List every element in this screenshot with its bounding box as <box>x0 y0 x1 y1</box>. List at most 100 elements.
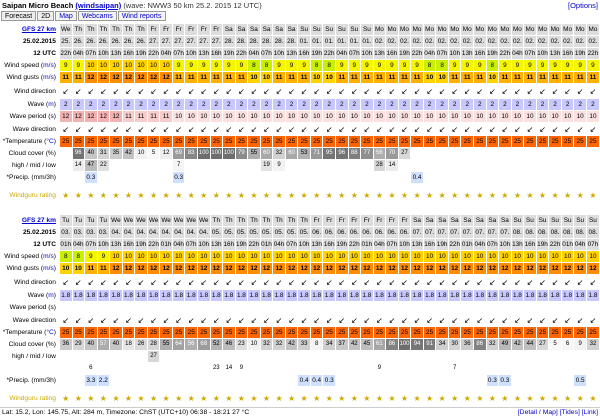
cloud-high-row-cell: 37 <box>335 338 349 351</box>
precip-row-cell <box>585 374 600 387</box>
wind-gusts-row-cell: 12 <box>498 262 512 275</box>
wave-row-cell: 1.8 <box>560 289 575 302</box>
tab-map[interactable]: Map <box>55 11 77 21</box>
cloud-mid-row-cell: 9 <box>272 159 286 172</box>
day-row-cell: Fr <box>171 23 186 36</box>
temperature-row-cell: 25 <box>372 326 387 339</box>
wave-row-cell: 1.8 <box>297 289 311 302</box>
wind-speed-row-cell: 9 <box>222 59 236 72</box>
wave-period-row-cell <box>146 301 161 314</box>
wave-direction-row-cell: ↙ <box>58 313 73 327</box>
footer-links[interactable]: [Detail / Map] [Tides] [Link] <box>517 409 598 416</box>
date-row-cell: 01. <box>297 35 311 48</box>
cloud-high-row-cell <box>498 147 512 160</box>
wave-direction-row-cell: ↙ <box>196 313 211 327</box>
precip-row-cell <box>234 171 249 184</box>
temperature-row-cell: 25 <box>109 326 123 339</box>
wave-row-cell: 1.8 <box>309 289 324 302</box>
cloud-mid-row-cell <box>146 159 161 172</box>
cloud-high-row-cell: 10 <box>247 338 261 351</box>
cloud-high-row-cell <box>523 147 537 160</box>
cloud-mid-row-cell <box>222 159 236 172</box>
wave-row-cell: 1.8 <box>360 289 374 302</box>
date-row-cell: 06. <box>309 226 324 239</box>
hour-row-cell: 04h <box>573 238 587 251</box>
temperature-row-cell: 25 <box>96 326 111 339</box>
wave-direction-row-label: Wave direction <box>0 122 60 136</box>
precip-row-cell <box>222 374 236 387</box>
day-row-cell: Su <box>573 214 587 227</box>
wave-period-row-cell: 10 <box>309 110 324 123</box>
wind-speed-row-cell: 9 <box>58 59 73 72</box>
cloud-high-row-cell: 36 <box>58 338 73 351</box>
wind-speed-row-cell: 10 <box>209 250 224 263</box>
cloud-low-row-cell <box>585 362 600 375</box>
cloud-low-row-cell <box>560 362 575 375</box>
wave-direction-row-cell: ↙ <box>560 313 575 327</box>
tab-2d[interactable]: 2D <box>37 11 55 21</box>
wind-direction-row-cell: ↙ <box>422 274 437 290</box>
wave-row-cell: 2 <box>159 98 173 111</box>
wind-speed-row-cell: 10 <box>510 250 525 263</box>
temperature-row-cell: 25 <box>385 326 399 339</box>
day-row-cell: Mo <box>560 23 575 36</box>
wind-gusts-row-cell: 11 <box>573 71 587 84</box>
wind-gusts-row-cell: 11 <box>272 71 286 84</box>
wave-period-row-cell <box>510 301 525 314</box>
precip-row-cell <box>585 171 600 184</box>
wind-gusts-row-cell: 11 <box>222 71 236 84</box>
temperature-row-cell: 25 <box>71 135 86 148</box>
date-row-cell: 06. <box>397 226 412 239</box>
hour-row-cell: 22h <box>498 47 512 60</box>
spot-id-link[interactable]: (windsaipan) <box>75 1 122 10</box>
wave-period-row-cell: 10 <box>234 110 249 123</box>
wave-direction-row-cell: ↙ <box>58 122 73 136</box>
cloud-high-row-cell: 88 <box>347 147 362 160</box>
tab-webcams[interactable]: Webcams <box>77 11 117 21</box>
wind-direction-row-cell: ↙ <box>84 83 98 99</box>
cloud-mid-row-cell <box>523 350 537 363</box>
wave-direction-row-cell: ↙ <box>435 122 449 136</box>
day-row-cell: We <box>171 214 186 227</box>
wind-gusts-row-cell: 12 <box>184 262 198 275</box>
temperature-row-cell: 25 <box>410 135 424 148</box>
cloud-high-row-cell: 35 <box>109 147 123 160</box>
wave-row-cell: 2 <box>560 98 575 111</box>
wave-row-cell: 1.8 <box>410 289 424 302</box>
wind-direction-row-cell: ↙ <box>247 274 261 290</box>
wave-direction-row-cell: ↙ <box>498 313 512 327</box>
cloud-mid-row-cell <box>184 159 198 172</box>
wave-row-cell: 2 <box>284 98 299 111</box>
tab-wind-reports[interactable]: Wind reports <box>117 11 166 21</box>
wave-direction-row-cell: ↙ <box>485 313 500 327</box>
temperature-row-cell: 25 <box>347 135 362 148</box>
cloud-low-row-cell: 23 <box>209 362 224 375</box>
precip-row-cell <box>372 171 387 184</box>
wind-direction-row-cell: ↙ <box>222 83 236 99</box>
wind-speed-row-cell: 10 <box>447 250 462 263</box>
precip-row-cell: 0.3 <box>322 374 336 387</box>
wave-period-row-cell: 10 <box>196 110 211 123</box>
wave-row-cell: 2 <box>109 98 123 111</box>
hour-row: 12 UTC 01h 04h 07h 10h 13h 16h 19h 22h 01h 04h 07h 1… <box>0 238 600 251</box>
wind-direction-row-cell: ↙ <box>71 274 86 290</box>
wind-gusts-row-cell: 11 <box>184 71 198 84</box>
wave-period-row-cell: 12 <box>84 110 98 123</box>
date-row-cell: 08. <box>548 226 562 239</box>
rating-row-cell: ★ <box>209 183 224 207</box>
wind-speed-row-cell: 10 <box>535 250 550 263</box>
wind-speed-row-cell: 9 <box>347 59 362 72</box>
precip-row-cell <box>573 171 587 184</box>
tab-forecast[interactable]: Forecast <box>1 11 37 21</box>
wave-row-cell: 1.8 <box>222 289 236 302</box>
wind-direction-row-cell: ↙ <box>184 83 198 99</box>
wind-speed-row-cell: 8 <box>58 250 73 263</box>
cloud-mid-row-cell <box>523 159 537 172</box>
cloud-mid-row-cell <box>196 159 211 172</box>
hour-row-cell: 10h <box>498 238 512 251</box>
options-link[interactable]: [Options] <box>567 1 598 10</box>
cloud-low-row-cell <box>171 362 186 375</box>
precip-row-cell <box>548 171 562 184</box>
wind-direction-row-cell: ↙ <box>385 274 399 290</box>
cloud-low-row-cell <box>360 362 374 375</box>
